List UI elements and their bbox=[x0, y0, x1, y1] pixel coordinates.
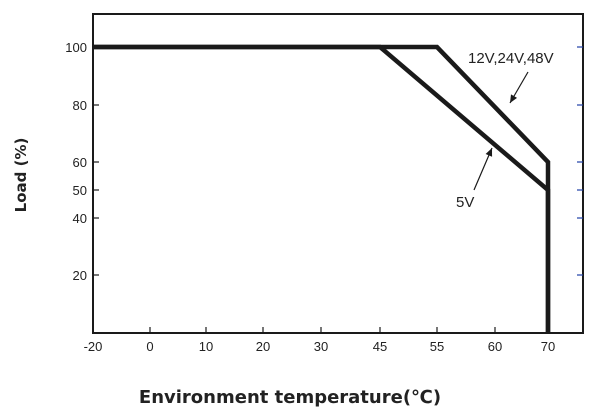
annotation-arrowhead bbox=[485, 148, 493, 157]
y-tick-label: 60 bbox=[73, 155, 87, 170]
y-tick-label: 20 bbox=[73, 268, 87, 283]
y-tick-labels: 100 80 60 50 40 20 bbox=[65, 40, 87, 283]
annotations: 12V,24V,48V 5V bbox=[456, 50, 554, 211]
y-tick-label: 80 bbox=[73, 98, 87, 113]
y-tick-label: 100 bbox=[65, 40, 87, 55]
x-tick-labels: -20 0 10 20 30 45 55 60 70 bbox=[84, 339, 556, 354]
series-line-5v bbox=[93, 44, 551, 333]
series-annotation: 5V bbox=[456, 194, 474, 211]
plot-frame bbox=[92, 13, 584, 334]
x-tick-label: 20 bbox=[256, 339, 270, 354]
x-tick-label: 60 bbox=[488, 339, 502, 354]
y-axis-label: Load (%) bbox=[12, 138, 30, 213]
series-line-12v-24v-48v bbox=[93, 44, 551, 333]
y-tick-label: 40 bbox=[73, 211, 87, 226]
series-annotation: 12V,24V,48V bbox=[468, 50, 554, 67]
x-tick-label: 0 bbox=[146, 339, 153, 354]
x-tick-label: 10 bbox=[199, 339, 213, 354]
x-tick-label: 70 bbox=[541, 339, 555, 354]
x-axis-label: Environment temperature(℃) bbox=[139, 387, 441, 408]
series-lines bbox=[93, 44, 551, 333]
x-tick-label: 45 bbox=[373, 339, 387, 354]
annotation-arrowhead bbox=[510, 94, 518, 103]
x-tick-label: -20 bbox=[84, 339, 103, 354]
x-tick-label: 30 bbox=[314, 339, 328, 354]
x-tick-label: 55 bbox=[430, 339, 444, 354]
y-tick-label: 50 bbox=[73, 183, 87, 198]
